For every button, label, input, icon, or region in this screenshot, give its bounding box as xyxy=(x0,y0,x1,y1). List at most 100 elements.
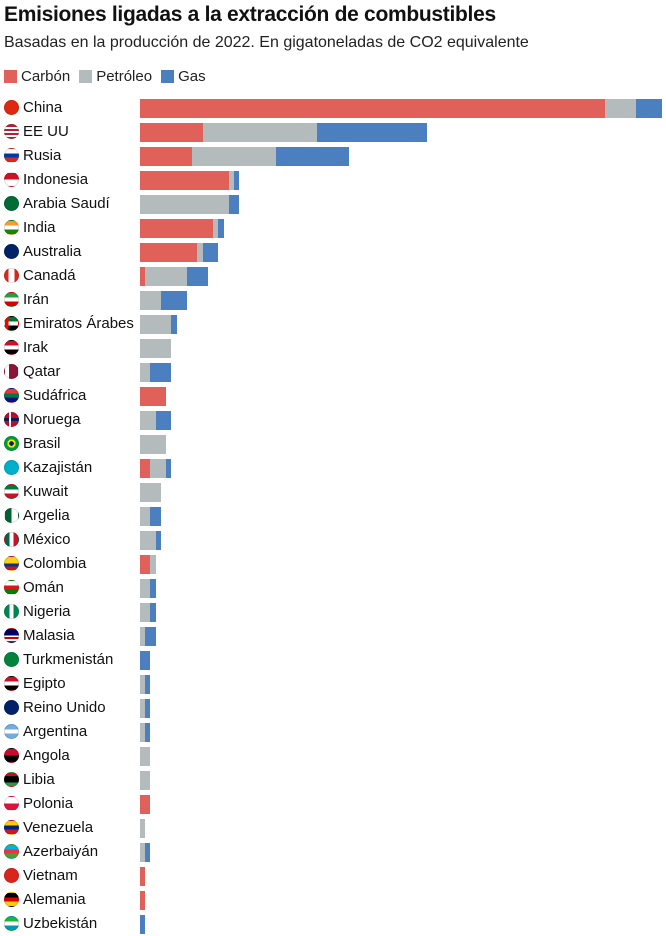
country-label: Malasia xyxy=(23,627,75,644)
country-label: Brasil xyxy=(23,435,61,452)
flag-my-icon xyxy=(4,628,19,643)
bar-row-mexico: México xyxy=(0,528,666,552)
bar-row-irak: Irak xyxy=(0,336,666,360)
flag-za-icon xyxy=(4,388,19,403)
country-label: Qatar xyxy=(23,363,61,380)
bar-row-nigeria: Nigeria xyxy=(0,600,666,624)
flag-co-icon xyxy=(4,556,19,571)
bar-row-australia: Australia xyxy=(0,240,666,264)
flag-ir-icon xyxy=(4,292,19,307)
country-label: Arabia Saudí xyxy=(23,195,110,212)
bar-segment-carbon xyxy=(140,99,605,118)
bar-row-iran: Irán xyxy=(0,288,666,312)
bar-segment-carbon xyxy=(140,171,229,190)
country-label: Sudáfrica xyxy=(23,387,87,404)
bar-row-rusia: Rusia xyxy=(0,144,666,168)
bar-row-reino-unido: Reino Unido xyxy=(0,696,666,720)
bar-row-noruega: Noruega xyxy=(0,408,666,432)
bar-segment-petroleo xyxy=(140,291,161,310)
flag-ae-icon xyxy=(4,316,19,331)
flag-ve-icon xyxy=(4,820,19,835)
country-label: Kuwait xyxy=(23,483,69,500)
flag-de-icon xyxy=(4,892,19,907)
legend-label-petroleo: Petróleo xyxy=(96,67,153,85)
country-label: Polonia xyxy=(23,795,74,812)
bar-row-canada: Canadá xyxy=(0,264,666,288)
flag-mx-icon xyxy=(4,532,19,547)
bar-segment-gas xyxy=(155,411,172,430)
bar-segment-petroleo xyxy=(140,675,146,694)
bar-segment-petroleo xyxy=(140,819,146,838)
bar-segment-petroleo xyxy=(202,123,318,142)
bar-segment-petroleo xyxy=(213,219,219,238)
bar-segment-gas xyxy=(150,363,172,382)
bar-segment-carbon xyxy=(140,891,146,910)
bar-segment-petroleo xyxy=(140,723,146,742)
bar-segment-gas xyxy=(145,675,151,694)
bar-segment-petroleo xyxy=(140,771,151,790)
bar-segment-petroleo xyxy=(140,315,172,334)
bar-segment-carbon xyxy=(140,555,151,574)
country-label: India xyxy=(23,219,56,236)
bar-segment-petroleo xyxy=(140,411,156,430)
bar-segment-gas xyxy=(635,99,662,118)
bar-row-angola: Angola xyxy=(0,744,666,768)
bar-segment-petroleo xyxy=(197,243,203,262)
bar-segment-petroleo xyxy=(140,363,151,382)
bar-segment-gas xyxy=(150,603,156,622)
bar-segment-gas xyxy=(233,171,240,190)
bar-row-egipto: Egipto xyxy=(0,672,666,696)
bar-row-kuwait: Kuwait xyxy=(0,480,666,504)
flag-pl-icon xyxy=(4,796,19,811)
flag-no-icon xyxy=(4,412,19,427)
bar-segment-carbon xyxy=(140,387,167,406)
country-label: Australia xyxy=(23,243,82,260)
bar-segment-petroleo xyxy=(140,435,167,454)
bar-segment-gas xyxy=(140,915,146,934)
country-label: Reino Unido xyxy=(23,699,106,716)
bar-segment-carbon xyxy=(140,219,214,238)
legend-label-carbon: Carbón xyxy=(21,67,71,85)
chart-subtitle: Basadas en la producción de 2022. En gig… xyxy=(4,34,529,51)
country-label: Omán xyxy=(23,579,64,596)
bar-segment-petroleo xyxy=(140,531,156,550)
bar-segment-gas xyxy=(218,219,224,238)
flag-sa-icon xyxy=(4,196,19,211)
country-label: Uzbekistán xyxy=(23,915,98,932)
bar-segment-gas xyxy=(155,531,161,550)
legend-item-petroleo: Petróleo xyxy=(79,68,152,85)
country-label: Angola xyxy=(23,747,70,764)
bar-segment-petroleo xyxy=(140,699,146,718)
flag-ao-icon xyxy=(4,748,19,763)
bar-segment-gas xyxy=(275,147,349,166)
bar-row-indonesia: Indonesia xyxy=(0,168,666,192)
bar-row-libia: Libia xyxy=(0,768,666,792)
flag-id-icon xyxy=(4,172,19,187)
flag-vn-icon xyxy=(4,868,19,883)
bar-segment-gas xyxy=(145,699,151,718)
bar-segment-carbon xyxy=(140,459,151,478)
country-label: Kazajistán xyxy=(23,459,93,476)
country-label: Azerbaiyán xyxy=(23,843,99,860)
country-label: Irán xyxy=(23,291,49,308)
bar-row-turkmenistan: Turkmenistán xyxy=(0,648,666,672)
flag-ru-icon xyxy=(4,148,19,163)
bar-row-uzbekistan: Uzbekistán xyxy=(0,912,666,936)
bar-segment-gas xyxy=(317,123,428,142)
bar-row-argentina: Argentina xyxy=(0,720,666,744)
country-label: Argentina xyxy=(23,723,88,740)
bar-row-sudafrica: Sudáfrica xyxy=(0,384,666,408)
bar-segment-gas xyxy=(145,723,151,742)
bar-segment-petroleo xyxy=(140,339,172,358)
bar-segment-gas xyxy=(171,315,177,334)
flag-br-icon xyxy=(4,436,19,451)
bar-segment-carbon xyxy=(140,867,146,886)
bar-segment-petroleo xyxy=(228,171,234,190)
bar-segment-gas xyxy=(150,579,156,598)
flag-ly-icon xyxy=(4,772,19,787)
flag-az-icon xyxy=(4,844,19,859)
bar-row-malasia: Malasia xyxy=(0,624,666,648)
bar-row-venezuela: Venezuela xyxy=(0,816,666,840)
flag-iq-icon xyxy=(4,340,19,355)
bar-row-qatar: Qatar xyxy=(0,360,666,384)
